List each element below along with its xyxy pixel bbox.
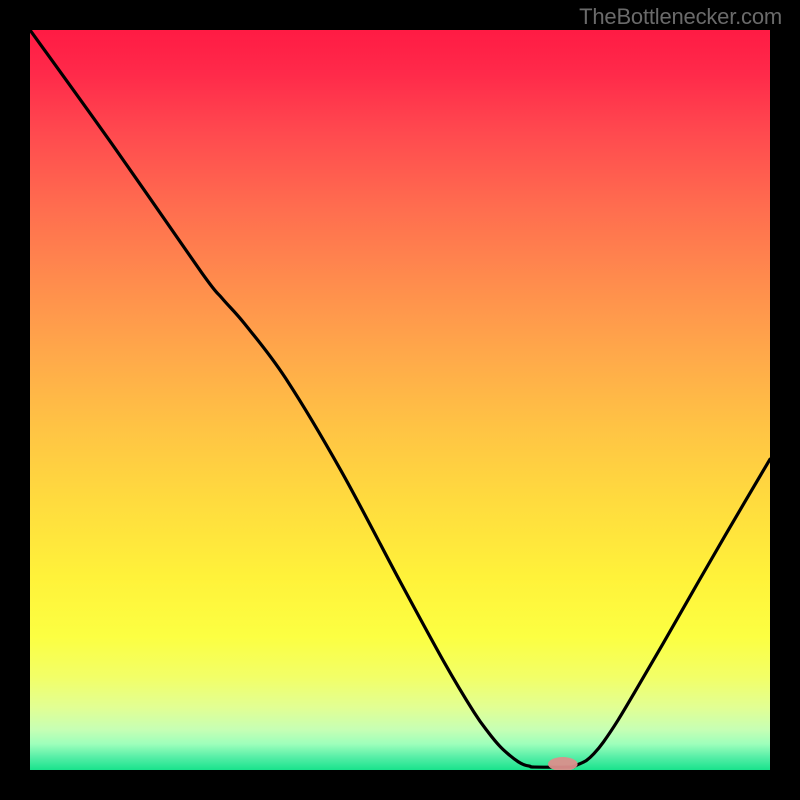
gradient-background: [30, 30, 770, 770]
chart-plot-area: [30, 30, 770, 770]
watermark-text: TheBottlenecker.com: [579, 4, 782, 30]
chart-svg: [30, 30, 770, 770]
